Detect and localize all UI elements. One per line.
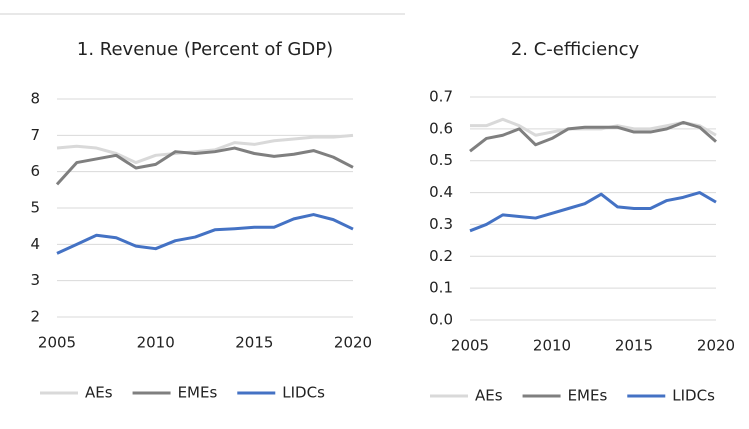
- chart-title: 1. Revenue (Percent of GDP): [77, 39, 333, 60]
- y-tick-label: 3: [30, 271, 40, 289]
- x-tick-label: 2010: [533, 337, 571, 355]
- line-series: [469, 191, 717, 233]
- y-tick-label: 0.2: [429, 247, 453, 265]
- y-tick-label: 4: [30, 235, 40, 253]
- y-tick-label: 0.5: [429, 151, 453, 169]
- legend-label: AEs: [85, 384, 113, 402]
- x-tick-label: 2015: [615, 337, 653, 355]
- y-tick-label: 2: [30, 308, 40, 326]
- y-tick-label: 0.1: [429, 279, 453, 297]
- line-series: [56, 133, 354, 165]
- y-tick-label: 7: [30, 126, 40, 144]
- x-tick-label: 2020: [697, 337, 735, 355]
- y-tick-label: 0.4: [429, 183, 453, 201]
- x-tick-label: 2005: [38, 334, 76, 352]
- chart-title: 2. C-efficiency: [511, 39, 640, 60]
- y-tick-label: 6: [30, 162, 40, 180]
- line-series: [56, 213, 354, 255]
- line-series: [469, 120, 717, 153]
- x-tick-label: 2010: [137, 334, 175, 352]
- legend-label: LIDCs: [282, 384, 325, 402]
- legend-label: AEs: [475, 387, 503, 405]
- x-tick-label: 2015: [235, 334, 273, 352]
- x-tick-label: 2020: [334, 334, 372, 352]
- legend-label: EMEs: [568, 387, 608, 405]
- legend-label: LIDCs: [672, 387, 715, 405]
- y-tick-label: 5: [30, 199, 40, 217]
- y-tick-label: 0.3: [429, 215, 453, 233]
- line-series: [55, 146, 354, 186]
- legend-label: EMEs: [178, 384, 218, 402]
- x-tick-label: 2005: [451, 337, 489, 355]
- y-tick-label: 0.6: [429, 119, 453, 137]
- y-tick-label: 8: [30, 90, 40, 108]
- y-tick-label: 0.0: [429, 311, 453, 329]
- y-tick-label: 0.7: [429, 88, 453, 106]
